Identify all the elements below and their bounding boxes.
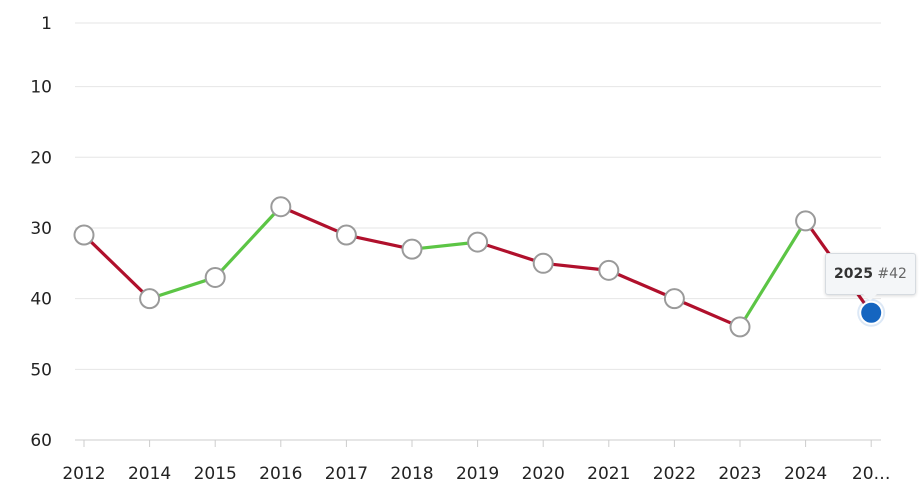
y-tick-label-50: 50 bbox=[30, 360, 52, 380]
y-tick-label-1: 1 bbox=[41, 14, 52, 34]
line-segment-1 bbox=[148, 275, 217, 301]
axes: 1 10 20 30 40 50 60 2012 2014 2015 2016 2017 2018 201… bbox=[30, 14, 890, 484]
x-tick-label-5: 2018 bbox=[390, 464, 433, 484]
x-tick-label-8: 2021 bbox=[587, 464, 630, 484]
series-points bbox=[73, 196, 886, 338]
line-segment-6 bbox=[476, 240, 545, 265]
data-point-9 bbox=[663, 288, 685, 310]
data-point-7 bbox=[532, 252, 554, 274]
x-tick-label-1: 2014 bbox=[128, 464, 171, 484]
x-tick-label-4: 2017 bbox=[325, 464, 368, 484]
x-tick-label-3: 2016 bbox=[259, 464, 302, 484]
line-segment-2 bbox=[213, 205, 283, 280]
x-tick-label-9: 2022 bbox=[653, 464, 696, 484]
y-tick-label-60: 60 bbox=[30, 431, 52, 451]
y-tick-label-10: 10 bbox=[30, 78, 52, 98]
x-tick-label-10: 2023 bbox=[718, 464, 761, 484]
data-point-2 bbox=[204, 266, 226, 288]
data-point-5 bbox=[401, 238, 423, 260]
line-segment-5 bbox=[410, 240, 480, 251]
y-tick-label-20: 20 bbox=[30, 148, 52, 168]
x-tick-label-0: 2012 bbox=[62, 464, 105, 484]
line-segment-4 bbox=[344, 233, 414, 251]
line-segment-9 bbox=[672, 297, 742, 329]
line-segment-0 bbox=[82, 233, 152, 301]
data-point-0 bbox=[73, 224, 95, 246]
data-point-highlight bbox=[859, 300, 884, 325]
x-tick-label-11: 2024 bbox=[784, 464, 827, 484]
x-tick-label-12: 20… bbox=[852, 464, 891, 484]
x-tick-label-2: 2015 bbox=[194, 464, 237, 484]
tooltip-rank: #42 bbox=[877, 265, 907, 282]
y-tick-label-30: 30 bbox=[30, 219, 52, 239]
data-point-6 bbox=[467, 231, 489, 253]
series-lines bbox=[82, 205, 873, 329]
line-segment-8 bbox=[607, 268, 677, 301]
data-point-3 bbox=[270, 196, 292, 218]
data-point-4 bbox=[335, 224, 357, 246]
data-point-8 bbox=[598, 259, 620, 281]
data-point-11 bbox=[795, 210, 817, 232]
data-point-1 bbox=[139, 288, 161, 310]
gridlines bbox=[75, 22, 881, 441]
y-tick-label-40: 40 bbox=[30, 290, 52, 310]
tooltip-year: 2025 bbox=[834, 265, 873, 282]
data-point-10 bbox=[729, 316, 751, 338]
x-tick-label-7: 2020 bbox=[522, 464, 565, 484]
x-tick-label-6: 2019 bbox=[456, 464, 499, 484]
line-segment-3 bbox=[279, 205, 348, 237]
line-segment-10 bbox=[738, 219, 808, 329]
point-tooltip: 2025 #42 bbox=[825, 252, 916, 301]
line-segment-7 bbox=[541, 261, 611, 272]
